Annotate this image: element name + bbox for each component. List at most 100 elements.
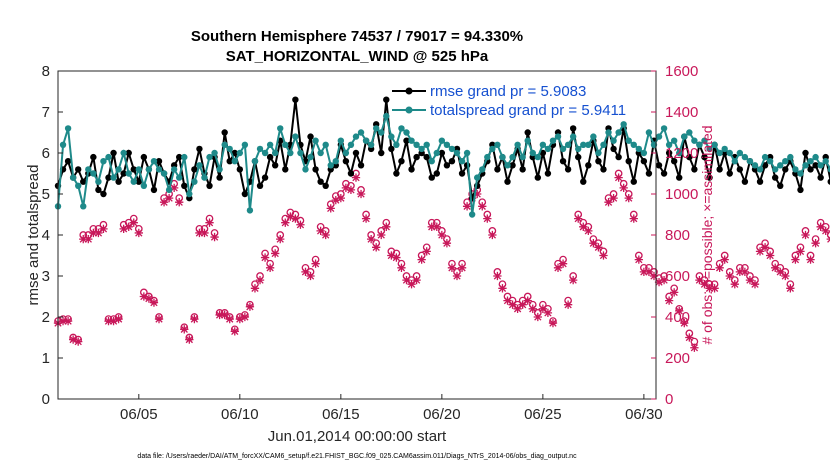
spread-point: [554, 133, 562, 140]
obs-assimilated-point: [245, 302, 255, 311]
obs-assimilated-point: [139, 292, 149, 301]
spread-point: [812, 153, 819, 161]
rmse-point: [352, 149, 360, 157]
rmse-point: [539, 149, 547, 157]
obs-assimilated-point: [74, 337, 83, 346]
spread-point: [580, 141, 587, 148]
rmse-point: [756, 178, 764, 185]
spread-point: [191, 178, 198, 185]
obs-assimilated-point: [84, 234, 93, 244]
obs-assimilated-point: [816, 222, 825, 231]
obs-assimilated-point: [412, 275, 421, 285]
spread-point: [246, 207, 254, 214]
y-right-tick-label: 600: [665, 268, 690, 285]
obs-assimilated-point: [215, 310, 224, 320]
obs-assimilated-point: [235, 314, 244, 324]
rmse-point: [423, 153, 430, 161]
obs-assimilated-point: [58, 316, 68, 326]
rmse-point: [726, 170, 733, 177]
obs-assimilated-point: [442, 239, 452, 248]
x-tick-label: 06/25: [524, 406, 562, 423]
rmse-point: [206, 182, 213, 189]
spread-point: [676, 149, 683, 157]
obs-assimilated-point: [765, 251, 775, 260]
obs-assimilated-point: [437, 230, 447, 240]
obs-assimilated-point: [225, 314, 234, 324]
spread-point: [726, 149, 733, 157]
spread-point: [640, 149, 648, 157]
spread-point: [585, 141, 592, 148]
obs-assimilated-point: [195, 228, 204, 238]
spread-point: [256, 145, 264, 153]
spread-point: [231, 158, 238, 165]
spread-point: [105, 153, 112, 161]
spread-point: [701, 137, 708, 144]
obs-assimilated-point: [149, 298, 159, 307]
x-tick-label: 06/15: [322, 406, 360, 423]
x-axis-label: Jun.01,2014 00:00:00 start: [268, 428, 447, 445]
obs-assimilated-point: [594, 243, 603, 252]
obs-assimilated-point: [614, 173, 623, 182]
obs-assimilated-point: [170, 183, 179, 193]
spread-point: [372, 125, 380, 132]
obs-assimilated-point: [296, 220, 305, 229]
spread-point: [605, 129, 612, 136]
rmse-point: [458, 170, 466, 177]
x-tick-label: 06/10: [221, 406, 259, 423]
spread-point: [201, 174, 208, 181]
spread-point: [413, 141, 420, 148]
obs-assimilated-point: [180, 325, 189, 334]
obs-assimilated-point: [447, 263, 457, 272]
spread-point: [691, 137, 698, 144]
spread-point: [261, 149, 269, 157]
obs-assimilated-point: [427, 222, 436, 231]
spread-point: [145, 166, 153, 173]
legend: rmse grand pr = 5.9083 totalspread grand…: [392, 83, 626, 119]
obs-assimilated-point: [558, 259, 568, 268]
spread-point: [595, 149, 602, 157]
spread-point: [75, 182, 82, 189]
obs-assimilated-point: [644, 267, 654, 277]
spread-point: [277, 125, 284, 132]
obs-assimilated-point: [700, 280, 709, 289]
spread-point: [367, 141, 375, 148]
obs-assimilated-point: [791, 255, 800, 264]
rmse-point: [266, 153, 274, 161]
spread-point: [433, 149, 441, 157]
rmse-point: [736, 166, 744, 173]
rmse-point: [292, 96, 299, 103]
obs-assimilated-point: [306, 271, 315, 281]
spread-point: [665, 141, 673, 148]
y-axis-right-label: # of obs: o=possible; ×=assimilated: [699, 125, 715, 344]
rmse-point: [660, 170, 668, 177]
obs-assimilated-point: [361, 214, 371, 223]
obs-assimilated-point: [553, 263, 563, 272]
rmse-point: [691, 166, 698, 173]
obs-assimilated-point: [569, 275, 578, 285]
obs-assimilated-point: [659, 275, 669, 285]
rmse-point: [271, 162, 279, 169]
obs-assimilated-point: [584, 226, 593, 236]
obs-assimilated-point: [478, 202, 487, 211]
rmse-point: [236, 166, 244, 173]
rmse-point: [221, 129, 228, 136]
spread-point: [575, 145, 582, 153]
obs-assimilated-point: [695, 275, 704, 285]
obs-assimilated-point: [341, 183, 351, 193]
spread-point: [271, 149, 279, 157]
y-tick-label: 8: [42, 63, 50, 80]
y-tick-label: 3: [42, 268, 50, 285]
obs-assimilated-point: [705, 284, 714, 293]
y-right-tick-label: 0: [665, 391, 673, 408]
legend-marker-rmse: [405, 87, 413, 95]
spread-point: [670, 137, 678, 144]
obs-assimilated-point: [685, 333, 694, 342]
y-axis-right: 0 200 400 600 800 1000 1200 1400 1600: [651, 63, 698, 408]
spread-point: [615, 129, 622, 136]
spread-point: [600, 141, 607, 148]
rmse-point: [408, 166, 415, 173]
obs-assimilated-point: [811, 239, 820, 248]
rmse-point: [448, 158, 456, 165]
rmse-point: [797, 186, 804, 194]
